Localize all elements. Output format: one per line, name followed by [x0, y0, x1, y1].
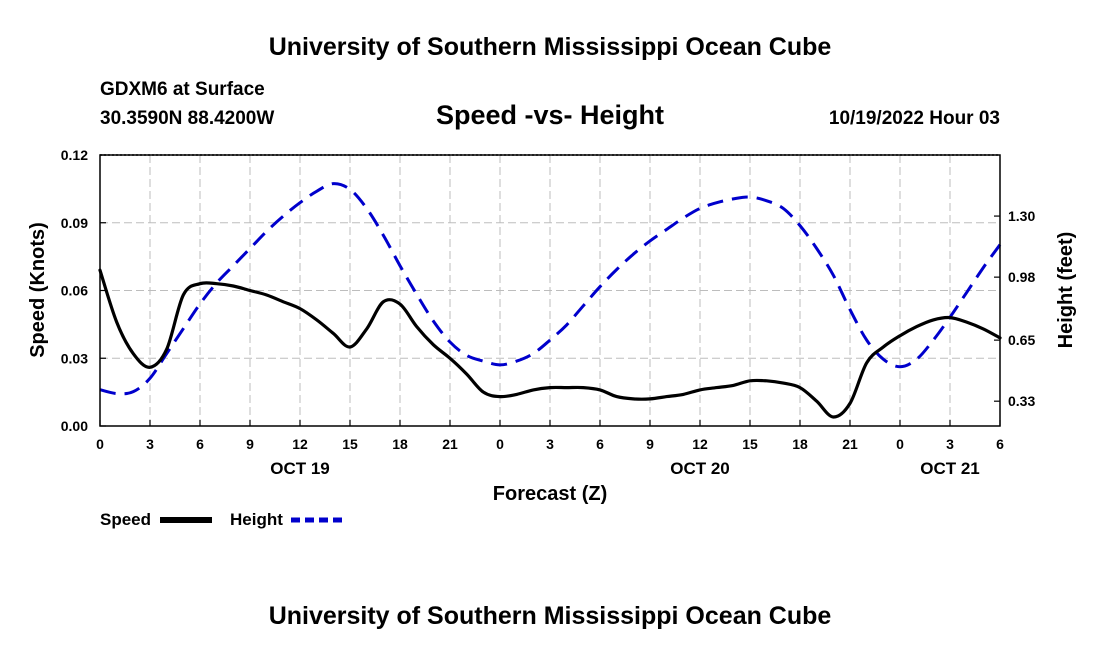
axis-ticks: 0 3 6 9 12 15 18 21 0 3 6 9 12 15 18 21 0 3 6 OCT 19 OCT 20 O… [61, 147, 1036, 478]
y-right-tick-label: 1.30 [1008, 208, 1035, 224]
x-tick-label: 6 [196, 436, 204, 452]
x-tick-label: 6 [596, 436, 604, 452]
x-tick-label: 0 [496, 436, 504, 452]
x-tick-label: 9 [646, 436, 654, 452]
date-label: OCT 19 [270, 459, 330, 478]
y-left-tick-label: 0.09 [61, 215, 88, 231]
y-left-tick-label: 0.12 [61, 147, 88, 163]
y-axis-right-label: Height (feet) [1055, 232, 1077, 349]
y-left-tick-label: 0.00 [61, 418, 88, 434]
x-tick-label: 18 [392, 436, 408, 452]
series-lines [98, 182, 1002, 419]
y-right-tick-label: 0.33 [1008, 393, 1035, 409]
x-tick-label: 6 [996, 436, 1004, 452]
x-tick-label: 3 [946, 436, 954, 452]
chart-title: University of Southern Mississippi Ocean… [269, 33, 832, 61]
x-tick-label: 15 [742, 436, 758, 452]
x-tick-label: 21 [442, 436, 458, 452]
x-tick-label: 21 [842, 436, 858, 452]
footer-title: University of Southern Mississippi Ocean… [269, 602, 832, 630]
date-label: OCT 21 [920, 459, 980, 478]
legend: Speed Height [100, 510, 343, 529]
x-tick-label: 0 [96, 436, 104, 452]
x-axis-label: Forecast (Z) [493, 483, 607, 505]
datetime-label: 10/19/2022 Hour 03 [829, 108, 1000, 129]
x-tick-label: 0 [896, 436, 904, 452]
y-right-tick-label: 0.98 [1008, 269, 1035, 285]
location-label: 30.3590N 88.4200W [100, 108, 274, 129]
y-left-tick-label: 0.03 [61, 350, 88, 366]
x-tick-label: 18 [792, 436, 808, 452]
x-tick-label: 3 [146, 436, 154, 452]
y-right-tick-label: 0.65 [1008, 332, 1035, 348]
chart-subtitle: Speed -vs- Height [436, 100, 664, 130]
legend-speed-label: Speed [100, 510, 151, 529]
date-label: OCT 20 [670, 459, 730, 478]
legend-height-label: Height [230, 510, 283, 529]
x-tick-label: 3 [546, 436, 554, 452]
y-left-tick-label: 0.06 [61, 283, 88, 299]
x-tick-label: 9 [246, 436, 254, 452]
x-tick-label: 12 [292, 436, 308, 452]
station-label: GDXM6 at Surface [100, 79, 265, 100]
speed-series-line [98, 268, 1002, 419]
height-series-line [99, 182, 1002, 396]
grid-lines [100, 155, 1000, 426]
y-axis-left-label: Speed (Knots) [27, 222, 49, 358]
x-tick-label: 12 [692, 436, 708, 452]
x-tick-label: 15 [342, 436, 358, 452]
